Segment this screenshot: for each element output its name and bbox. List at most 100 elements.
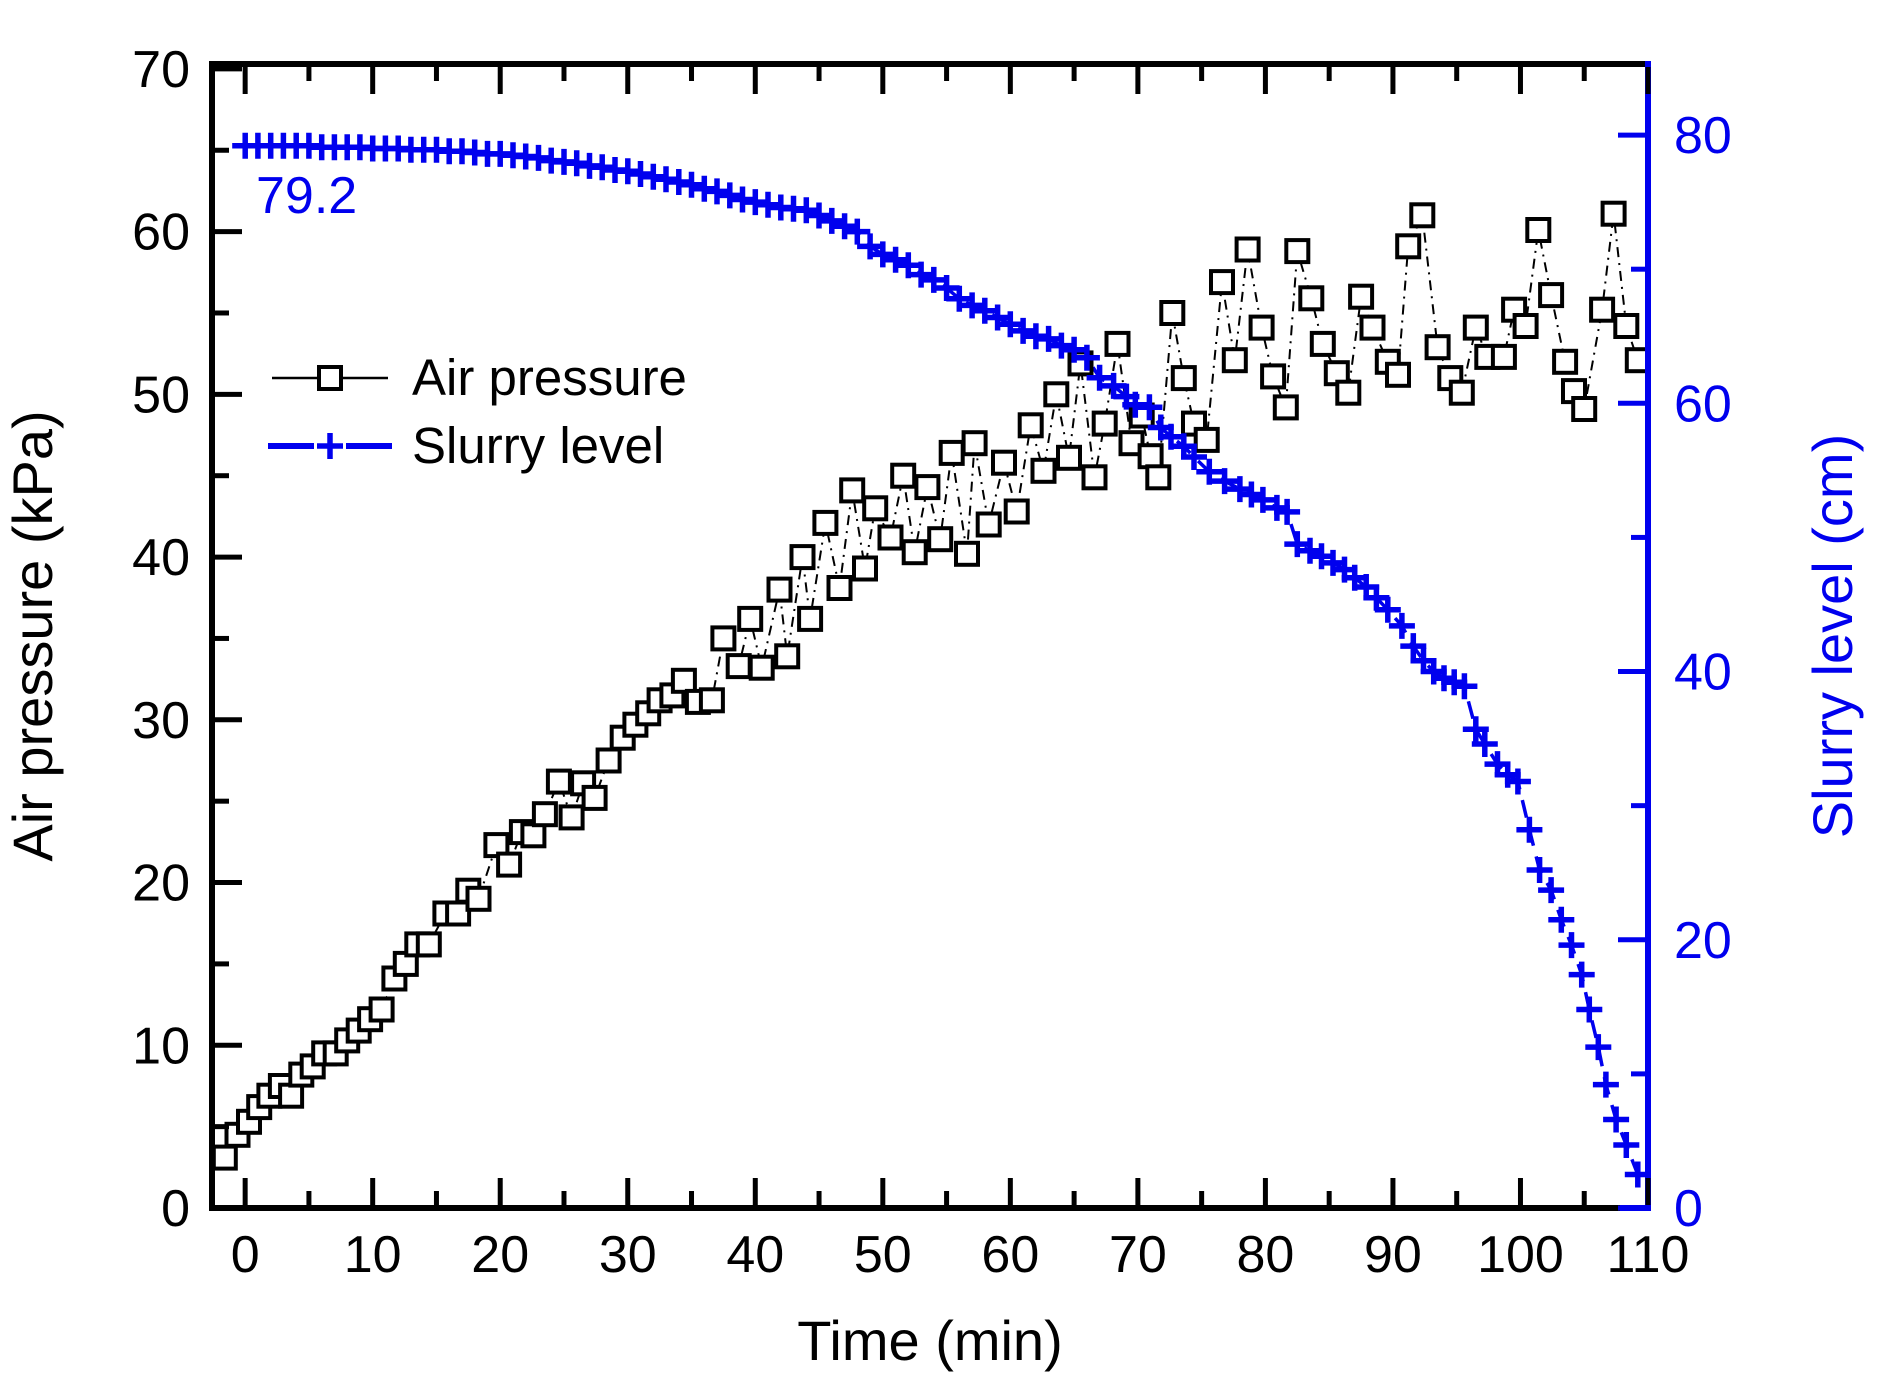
square-marker bbox=[368, 996, 395, 1023]
square-marker bbox=[852, 555, 878, 582]
square-marker bbox=[797, 605, 824, 632]
square-marker bbox=[1170, 365, 1197, 392]
square-marker bbox=[1137, 443, 1164, 470]
square-marker bbox=[1512, 313, 1539, 339]
square-marker bbox=[1284, 238, 1311, 265]
slurry-level-markers bbox=[232, 132, 1651, 1188]
legend-label-slurry-level: Slurry level bbox=[412, 417, 664, 474]
square-marker bbox=[520, 822, 547, 849]
square-marker bbox=[1104, 330, 1131, 357]
square-marker bbox=[901, 539, 928, 566]
square-marker bbox=[975, 511, 1002, 538]
legend: Air pressure Slurry level bbox=[268, 349, 687, 474]
square-marker bbox=[725, 653, 752, 680]
y-right-tick-label: 60 bbox=[1674, 375, 1732, 433]
y-right-tick-label: 40 bbox=[1674, 644, 1732, 702]
square-marker bbox=[954, 540, 980, 567]
square-marker bbox=[1571, 396, 1598, 422]
square-marker bbox=[1260, 363, 1287, 390]
x-tick-label: 10 bbox=[344, 1226, 402, 1284]
square-marker bbox=[581, 784, 608, 811]
plus-marker bbox=[818, 207, 845, 234]
square-marker bbox=[1091, 410, 1118, 437]
square-marker bbox=[698, 687, 725, 714]
square-marker bbox=[1490, 343, 1517, 370]
plus-marker bbox=[1374, 596, 1401, 623]
plus-marker bbox=[1181, 444, 1207, 470]
plus-marker bbox=[869, 241, 896, 268]
square-marker bbox=[1056, 444, 1082, 471]
legend-square-marker-icon bbox=[317, 365, 343, 391]
plus-marker bbox=[1558, 932, 1585, 959]
square-marker bbox=[1424, 334, 1451, 361]
square-marker bbox=[211, 1144, 238, 1171]
plus-marker bbox=[1073, 344, 1100, 371]
plus-marker bbox=[1048, 332, 1075, 359]
square-marker bbox=[890, 462, 917, 489]
plot-area bbox=[212, 64, 1648, 1208]
x-tick-label: 40 bbox=[726, 1226, 784, 1284]
square-marker bbox=[1395, 233, 1422, 260]
square-marker bbox=[1081, 464, 1108, 491]
series-and-axes-layer: 0 10 20 30 40 50 60 70 80 90 100 110010203040506070… bbox=[132, 41, 1732, 1284]
square-marker bbox=[415, 931, 442, 958]
plus-marker bbox=[704, 178, 730, 205]
plus-marker bbox=[1613, 1132, 1640, 1158]
square-marker bbox=[1017, 412, 1044, 439]
square-marker bbox=[826, 575, 853, 601]
square-marker bbox=[1209, 269, 1235, 296]
plus-marker bbox=[1211, 468, 1238, 495]
plus-marker bbox=[1568, 961, 1595, 988]
y-right-tick-label: 20 bbox=[1674, 912, 1732, 970]
square-marker bbox=[1359, 314, 1386, 341]
plus-marker bbox=[1576, 996, 1603, 1023]
square-marker bbox=[1272, 394, 1299, 421]
square-marker bbox=[465, 885, 492, 912]
y-left-tick-label: 0 bbox=[161, 1180, 190, 1238]
plus-marker bbox=[1297, 537, 1323, 564]
square-marker bbox=[991, 449, 1017, 476]
square-marker bbox=[877, 524, 904, 551]
x-tick-label: 110 bbox=[1607, 1226, 1690, 1284]
x-axis-title: Time (min) bbox=[797, 1309, 1062, 1372]
annotation-initial-slurry-level: 79.2 bbox=[256, 167, 357, 225]
plus-marker bbox=[882, 246, 909, 273]
x-tick-label: 90 bbox=[1364, 1226, 1422, 1284]
square-marker bbox=[1552, 348, 1579, 375]
square-marker bbox=[1589, 296, 1616, 323]
square-marker bbox=[1335, 379, 1362, 406]
square-marker bbox=[710, 625, 737, 652]
square-marker bbox=[774, 643, 801, 670]
square-marker bbox=[1525, 217, 1552, 243]
square-marker bbox=[938, 439, 965, 466]
plus-marker bbox=[1388, 612, 1415, 639]
plus-marker bbox=[1538, 877, 1565, 904]
y-left-tick-label: 70 bbox=[132, 41, 190, 99]
x-tick-label: 0 bbox=[231, 1226, 260, 1284]
square-marker bbox=[1248, 314, 1275, 341]
square-marker bbox=[1409, 202, 1436, 229]
square-marker bbox=[1600, 200, 1627, 227]
plus-marker bbox=[844, 218, 871, 245]
square-marker bbox=[927, 526, 954, 553]
square-marker bbox=[1613, 313, 1640, 339]
plus-marker bbox=[1226, 476, 1253, 503]
square-marker bbox=[1234, 236, 1261, 263]
plus-marker bbox=[959, 292, 986, 319]
plus-marker bbox=[1274, 498, 1301, 525]
square-marker bbox=[1462, 314, 1489, 341]
square-marker bbox=[1145, 464, 1172, 491]
plus-marker bbox=[1010, 317, 1037, 344]
plus-marker bbox=[806, 202, 832, 229]
plus-marker bbox=[1603, 1106, 1630, 1133]
plus-marker bbox=[1451, 673, 1478, 700]
plus-marker bbox=[1136, 394, 1163, 421]
x-tick-label: 50 bbox=[854, 1226, 912, 1284]
legend-marker-air-pressure-icon bbox=[272, 365, 388, 391]
square-marker bbox=[1003, 498, 1030, 525]
plus-marker bbox=[1462, 716, 1489, 743]
plus-marker bbox=[1504, 768, 1531, 795]
y-left-axis-title: Air pressure (kPa) bbox=[1, 410, 64, 861]
y-left-tick-label: 40 bbox=[132, 529, 190, 587]
plus-marker bbox=[1592, 1071, 1619, 1098]
